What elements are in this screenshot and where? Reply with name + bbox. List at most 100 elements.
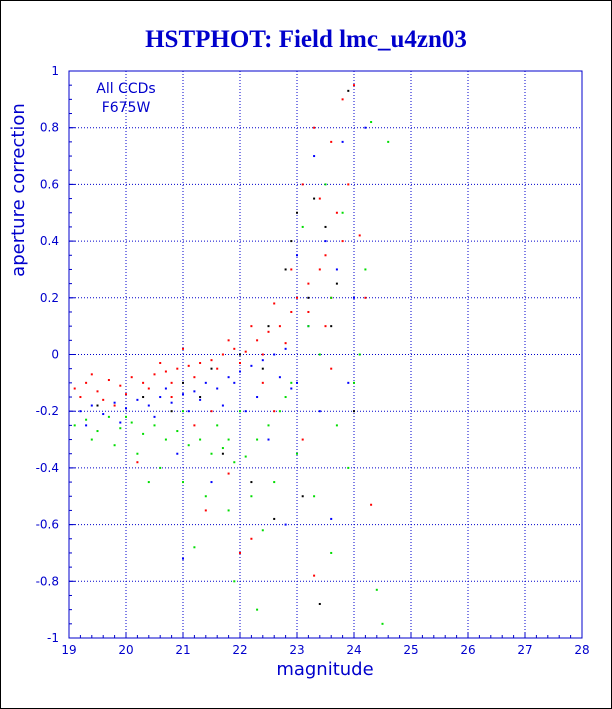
data-point [364,126,367,129]
data-point [273,517,276,520]
data-point [284,396,287,399]
data-point [301,495,304,498]
data-point [250,481,253,484]
data-point [79,410,82,413]
data-point [250,495,253,498]
data-point [239,353,241,356]
data-point [387,140,390,143]
x-tick-label: 24 [346,643,361,657]
y-tick-label: 0 [51,348,59,362]
data-point [142,432,145,435]
y-tick-label: 0.4 [40,234,59,248]
data-point [130,376,133,379]
data-point [113,401,116,404]
data-point [290,387,293,390]
data-point [278,410,281,413]
data-point [375,588,378,591]
y-tick-label: -0.2 [36,404,59,418]
data-point [296,211,298,214]
data-point [261,529,264,532]
data-point [187,444,190,447]
data-point [370,503,373,506]
data-point [90,373,93,376]
x-tick-label: 19 [61,643,76,657]
data-point [347,466,350,469]
data-point [96,390,99,393]
data-point [296,381,298,384]
data-point [187,364,190,367]
data-point [113,404,116,407]
y-tick-label: -1 [47,631,59,645]
y-axis-label: aperture correction [8,103,29,277]
data-point [278,376,281,379]
data-point [164,370,167,373]
data-point [273,481,276,484]
data-point [250,364,253,367]
data-point [182,347,184,350]
data-point [204,381,207,384]
data-point [239,370,241,373]
data-point [341,211,344,214]
data-point [324,240,327,243]
data-point [250,537,253,540]
data-point [187,410,190,413]
data-point [330,367,333,370]
data-point [193,546,196,549]
data-point [273,302,276,305]
data-point [96,404,99,407]
data-point [256,396,259,399]
data-point [353,410,355,413]
data-point [119,384,122,387]
data-point [324,254,327,257]
data-point [182,557,184,560]
data-point [358,353,361,356]
data-point [227,509,230,512]
y-tick-label: -0.4 [36,461,59,475]
data-point [227,339,230,342]
data-point [90,438,93,441]
annotation-ccds: All CCDs [96,81,155,97]
data-point [233,580,236,583]
data-point [290,381,293,384]
y-tick-label: 1 [51,64,59,78]
data-point [130,421,133,424]
data-point [170,396,173,399]
data-point [199,438,202,441]
data-point [244,350,247,353]
data-point [256,339,259,342]
data-point [107,415,110,418]
x-tick-label: 23 [289,643,304,657]
data-point [353,84,355,87]
data-point [176,367,179,370]
data-point [381,622,384,625]
data-point [244,455,247,458]
data-point [330,296,333,299]
data-point [227,472,230,475]
data-point [318,197,321,200]
data-point [341,140,344,143]
data-point [318,353,321,356]
data-point [239,410,241,413]
data-point [159,362,162,365]
data-point [119,427,122,430]
data-point [284,523,287,526]
data-point [90,404,93,407]
data-point [216,387,219,390]
data-point [318,268,321,271]
data-point [313,495,316,498]
data-point [364,296,367,299]
data-point [136,461,139,464]
data-point [335,424,338,427]
x-tick-label: 20 [118,643,133,657]
data-point [324,325,327,328]
data-point [164,438,167,441]
data-point [273,353,276,356]
data-point [221,353,224,356]
data-point [221,404,224,407]
data-point [284,342,287,345]
data-point [313,197,316,200]
data-point [153,424,156,427]
data-point [210,481,213,484]
data-point [210,359,213,362]
